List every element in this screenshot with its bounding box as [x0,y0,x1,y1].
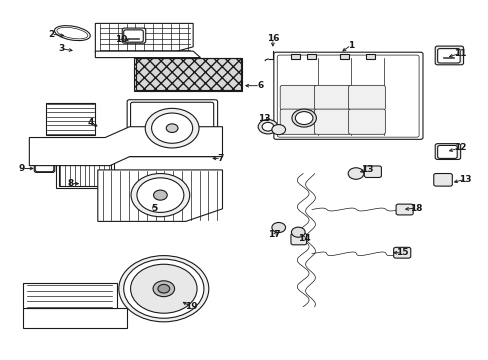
Ellipse shape [54,26,90,41]
Text: 3: 3 [58,44,64,53]
Circle shape [151,113,192,143]
Text: 16: 16 [266,34,279,43]
Bar [59,144,111,186]
Circle shape [291,227,305,237]
Circle shape [271,125,285,135]
Circle shape [291,109,316,127]
Polygon shape [95,23,193,52]
Bar [136,58,240,90]
Polygon shape [23,308,127,328]
Text: 6: 6 [257,81,263,90]
Text: 13: 13 [257,113,270,122]
Bar [306,54,315,59]
FancyBboxPatch shape [433,174,451,186]
Circle shape [131,174,189,217]
Text: 10: 10 [115,35,127,44]
FancyBboxPatch shape [348,85,385,110]
Circle shape [258,120,277,134]
Circle shape [153,281,174,297]
FancyBboxPatch shape [35,162,54,172]
FancyBboxPatch shape [123,30,143,42]
Text: 18: 18 [409,204,422,212]
Circle shape [137,178,183,212]
FancyBboxPatch shape [364,166,381,177]
FancyBboxPatch shape [314,109,350,134]
Text: 11: 11 [453,49,466,58]
Polygon shape [29,127,222,166]
Text: 8: 8 [68,179,74,188]
Circle shape [119,256,208,322]
Circle shape [145,108,199,148]
Text: 2: 2 [48,30,54,39]
FancyBboxPatch shape [273,52,422,139]
Text: 17: 17 [268,230,281,239]
Text: 9: 9 [19,164,25,173]
FancyBboxPatch shape [127,100,217,157]
Text: 15: 15 [395,248,407,257]
Text: 5: 5 [151,204,157,213]
FancyBboxPatch shape [437,145,456,158]
Polygon shape [95,51,200,58]
Text: 19: 19 [185,302,198,311]
Text: 13: 13 [361,165,373,174]
Text: 12: 12 [453,143,466,152]
Circle shape [347,168,363,179]
Ellipse shape [57,27,88,39]
FancyBboxPatch shape [34,161,55,172]
FancyBboxPatch shape [280,109,316,134]
FancyBboxPatch shape [434,46,463,65]
Bar [365,54,374,59]
Text: 4: 4 [87,118,94,127]
Circle shape [130,264,197,313]
FancyBboxPatch shape [277,55,418,137]
FancyBboxPatch shape [130,102,213,154]
FancyBboxPatch shape [290,233,306,245]
Bar [46,103,95,135]
Text: 13: 13 [458,175,471,184]
Circle shape [271,222,285,233]
Circle shape [166,124,178,132]
FancyBboxPatch shape [437,49,459,63]
FancyBboxPatch shape [314,85,350,110]
FancyBboxPatch shape [280,85,316,110]
Circle shape [153,190,167,200]
Circle shape [295,112,312,125]
Text: 7: 7 [217,154,224,163]
FancyBboxPatch shape [395,204,412,215]
Bar [56,142,114,188]
Polygon shape [23,283,117,308]
FancyBboxPatch shape [122,28,145,43]
Text: 1: 1 [347,40,353,49]
Polygon shape [98,170,222,221]
Circle shape [123,259,203,318]
FancyBboxPatch shape [393,247,410,258]
Text: 14: 14 [297,234,310,243]
Bar [134,58,242,91]
Bar [339,54,348,59]
Circle shape [158,284,169,293]
Circle shape [262,122,273,131]
Bar [290,54,299,59]
FancyBboxPatch shape [434,144,460,159]
FancyBboxPatch shape [348,109,385,134]
